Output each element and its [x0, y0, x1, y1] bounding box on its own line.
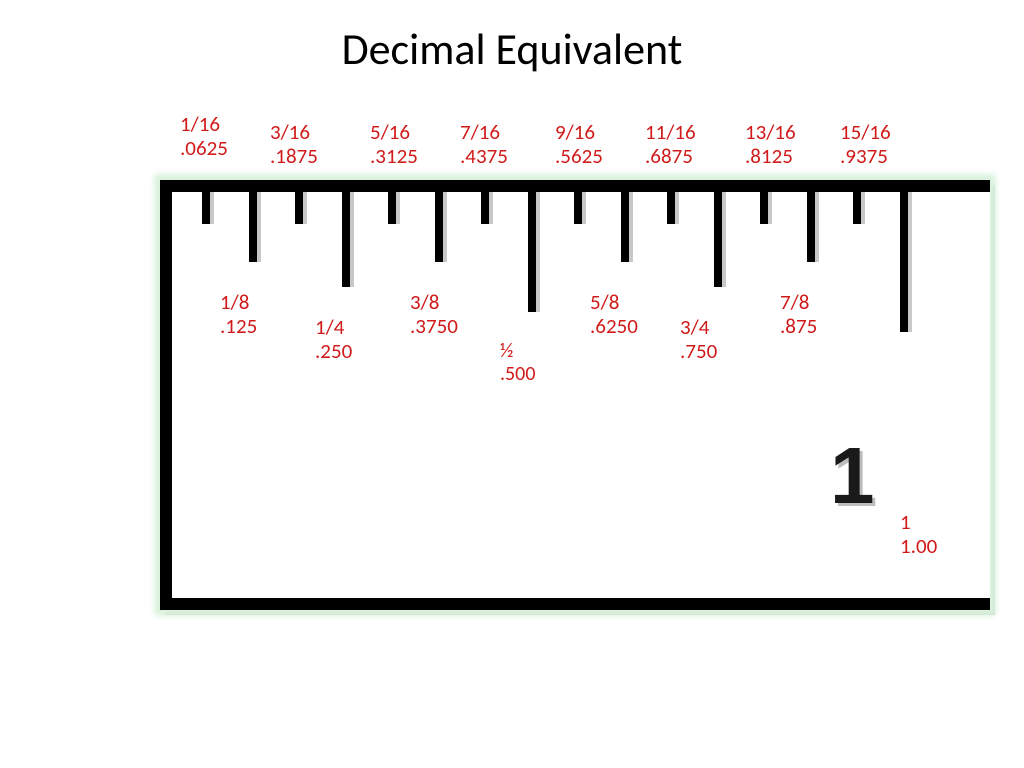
ruler-tick: [295, 192, 303, 224]
fraction-text: 7/16: [460, 120, 508, 144]
ruler-body: [160, 180, 990, 610]
ruler-tick: [807, 192, 815, 262]
ruler-tick: [528, 192, 536, 312]
sixteenth-label: 7/16.4375: [460, 120, 508, 168]
ruler-tick: [621, 192, 629, 262]
ruler-tick: [900, 192, 908, 332]
decimal-text: .6250: [590, 314, 638, 338]
decimal-text: .250: [315, 339, 352, 363]
ruler-tick: [667, 192, 675, 224]
eighth-quarter-half-label: 3/8.3750: [410, 290, 458, 338]
fraction-text: 7/8: [780, 290, 817, 314]
ruler-tick: [481, 192, 489, 224]
ruler-tick: [249, 192, 257, 262]
decimal-text: .125: [220, 314, 257, 338]
fraction-text: 15/16: [840, 120, 891, 144]
decimal-text: .5625: [555, 144, 603, 168]
ruler-stage: [160, 180, 990, 610]
sixteenth-label: 5/16.3125: [370, 120, 418, 168]
decimal-text: .875: [780, 314, 817, 338]
decimal-text: .6875: [645, 144, 696, 168]
fraction-text: 9/16: [555, 120, 603, 144]
ruler-tick: [760, 192, 768, 224]
decimal-text: .4375: [460, 144, 508, 168]
decimal-text: .3750: [410, 314, 458, 338]
eighth-quarter-half-label: 7/8.875: [780, 290, 817, 338]
fraction-text: 1: [900, 510, 937, 534]
decimal-text: .8125: [745, 144, 796, 168]
sixteenth-label: 11/16.6875: [645, 120, 696, 168]
sixteenth-label: 13/16.8125: [745, 120, 796, 168]
eighth-quarter-half-label: 5/8.6250: [590, 290, 638, 338]
eighth-quarter-half-label: 3/4.750: [680, 315, 717, 363]
fraction-text: 1/4: [315, 315, 352, 339]
eighth-quarter-half-label: 1/4.250: [315, 315, 352, 363]
sixteenth-label: 1/16.0625: [180, 112, 228, 160]
ruler-tick: [574, 192, 582, 224]
decimal-text: .750: [680, 339, 717, 363]
ruler-tick: [435, 192, 443, 262]
whole-label: 11.00: [900, 510, 937, 558]
fraction-text: 3/8: [410, 290, 458, 314]
fraction-text: 1/8: [220, 290, 257, 314]
ruler-tick: [853, 192, 861, 224]
sixteenth-label: 9/16.5625: [555, 120, 603, 168]
decimal-text: .3125: [370, 144, 418, 168]
eighth-quarter-half-label: 1/8.125: [220, 290, 257, 338]
fraction-text: 5/16: [370, 120, 418, 144]
decimal-text: .0625: [180, 136, 228, 160]
fraction-text: 13/16: [745, 120, 796, 144]
fraction-text: 1/16: [180, 112, 228, 136]
ruler-inch-numeral: 1: [830, 430, 873, 522]
ruler-tick: [342, 192, 350, 287]
decimal-text: .1875: [270, 144, 318, 168]
eighth-quarter-half-label: ½.500: [500, 340, 535, 386]
fraction-text: 11/16: [645, 120, 696, 144]
decimal-text: 1.00: [900, 534, 937, 558]
decimal-text: .500: [500, 363, 535, 386]
ruler-tick: [202, 192, 210, 224]
fraction-text: 3/16: [270, 120, 318, 144]
ruler-tick: [388, 192, 396, 224]
decimal-text: .9375: [840, 144, 891, 168]
sixteenth-label: 15/16.9375: [840, 120, 891, 168]
fraction-text: 3/4: [680, 315, 717, 339]
page-title: Decimal Equivalent: [0, 22, 1024, 76]
sixteenth-label: 3/16.1875: [270, 120, 318, 168]
fraction-text: ½: [500, 340, 535, 363]
fraction-text: 5/8: [590, 290, 638, 314]
ruler-tick: [714, 192, 722, 287]
